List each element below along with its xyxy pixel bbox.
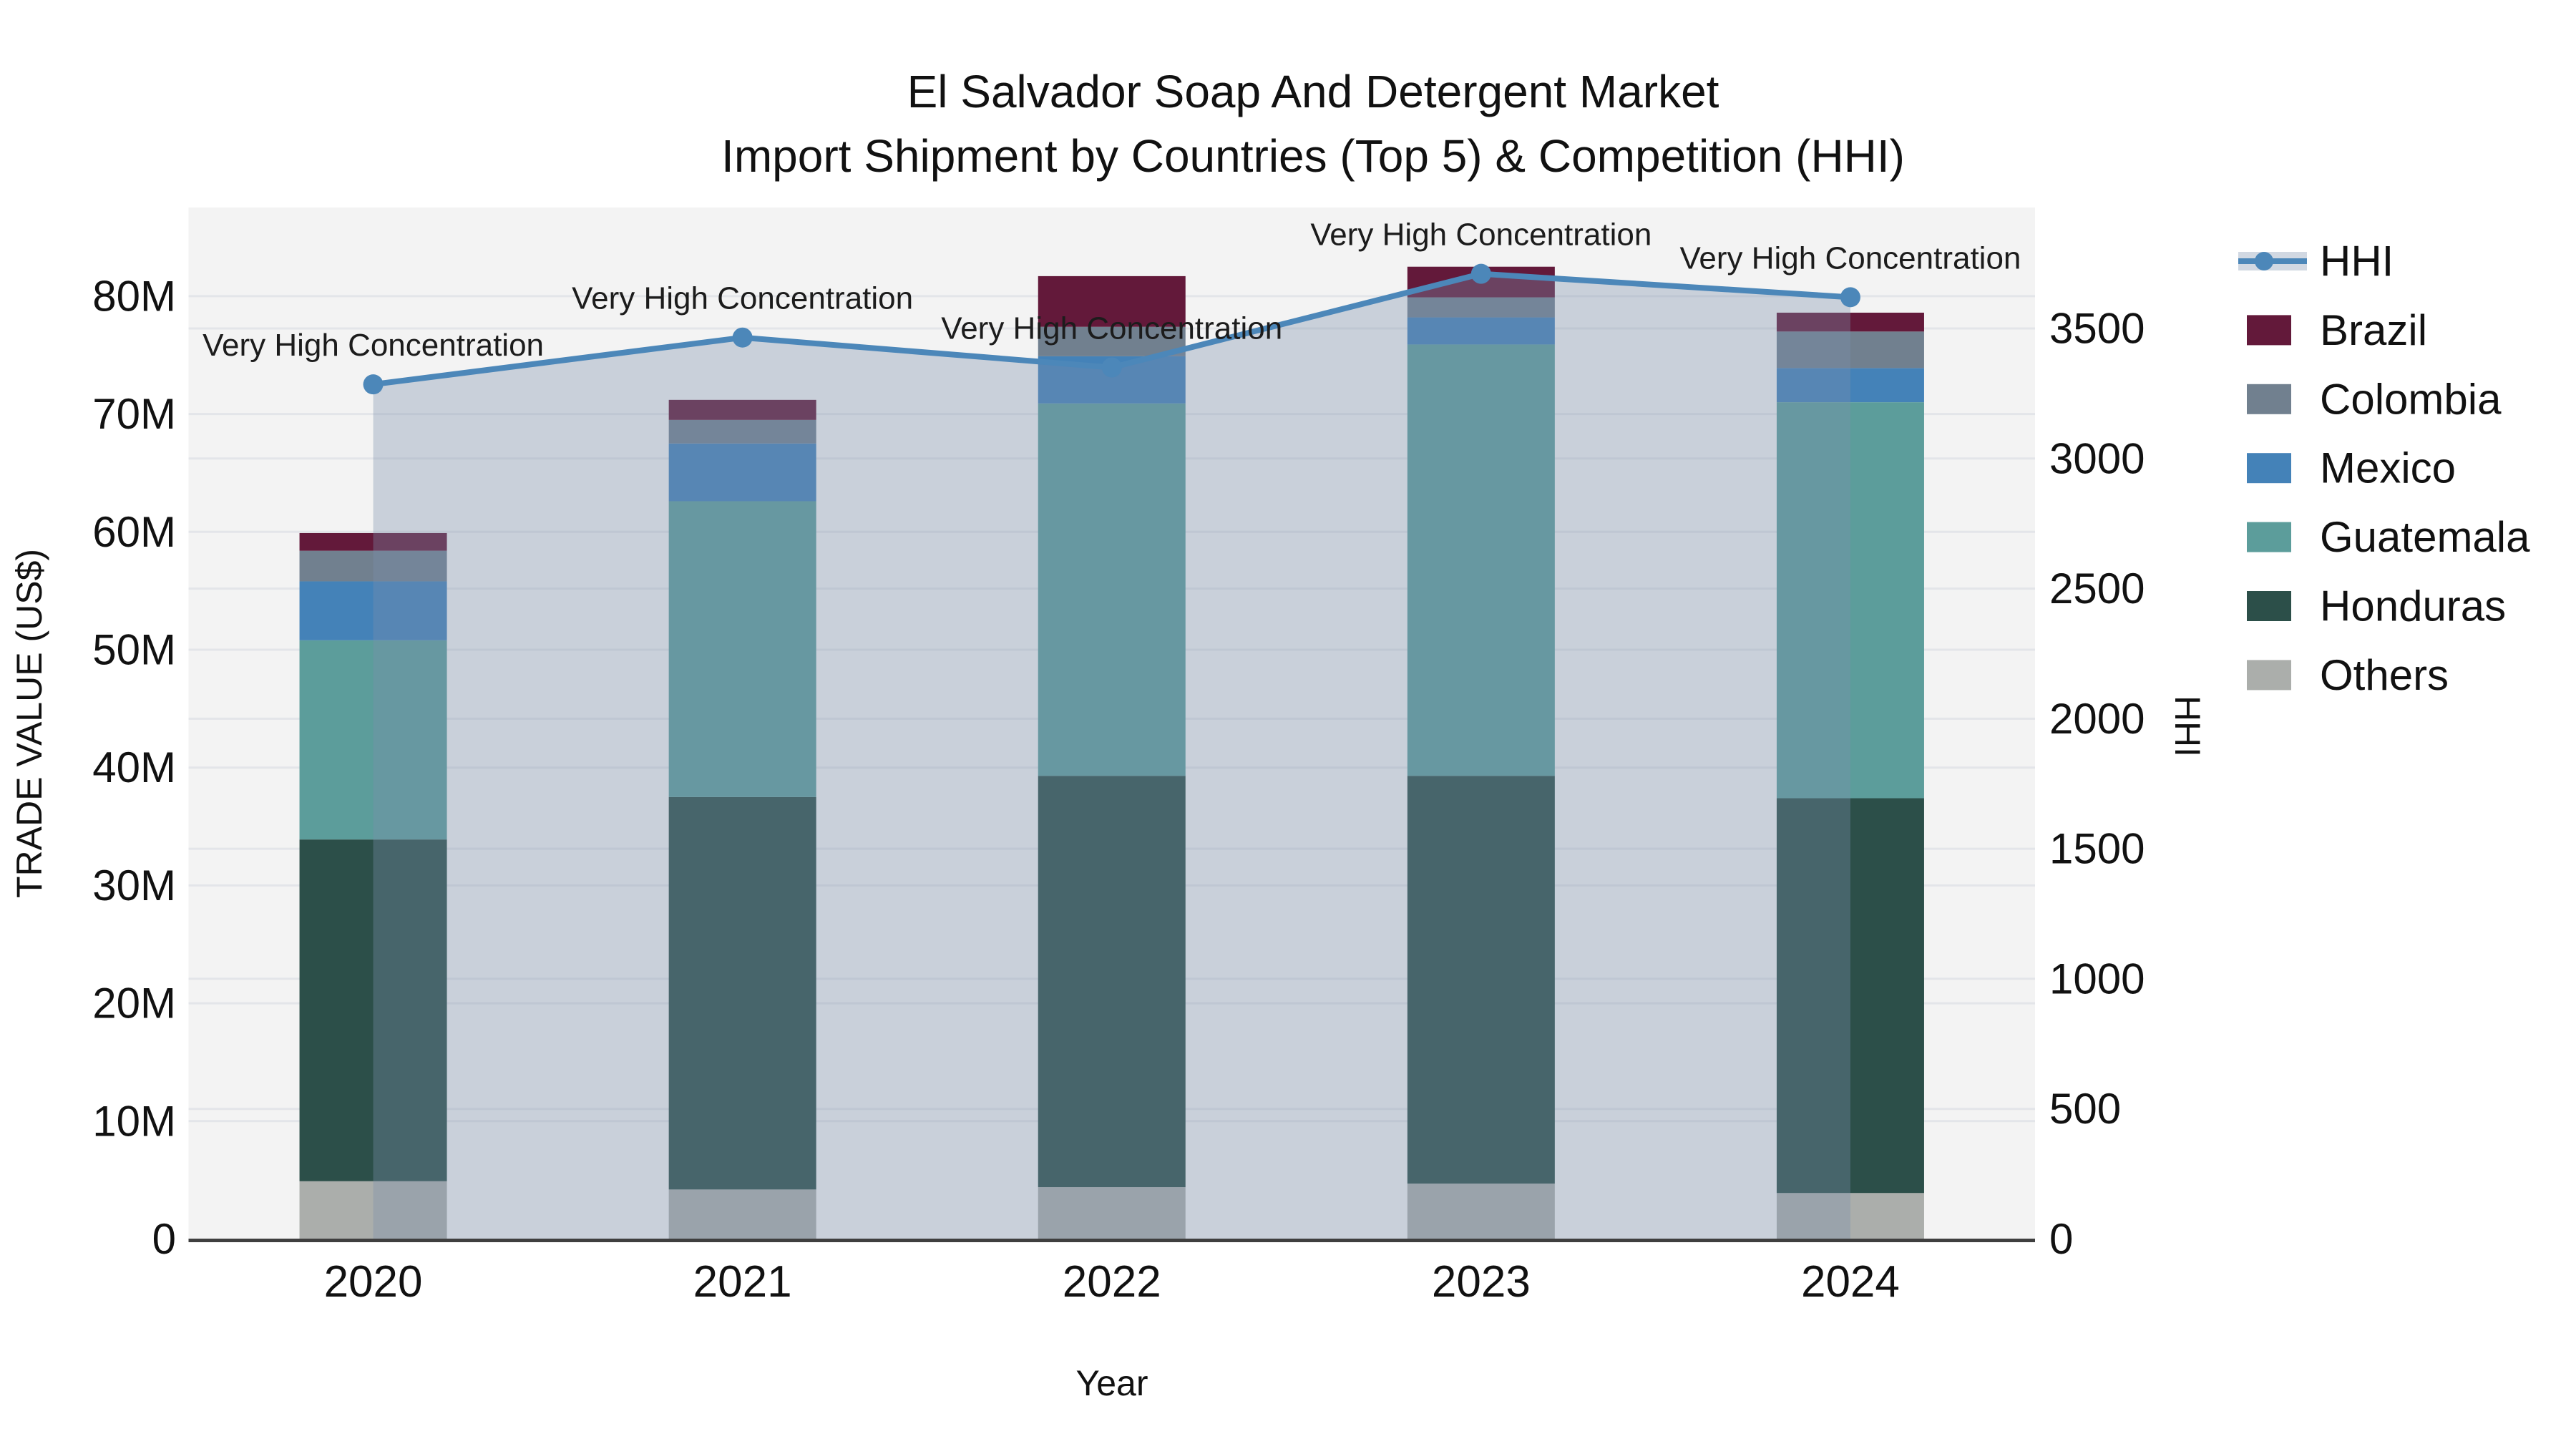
right-axis-tick-labels: 0 500 1000 1500 2000 2500 3000 3500 [2049,305,2145,1263]
legend-item-mexico[interactable]: Mexico [2247,444,2456,492]
bar-segment-honduras-2020[interactable] [299,839,447,1181]
hhi-point-2022[interactable] [1101,357,1122,378]
bar-segment-honduras-2021[interactable] [668,796,816,1190]
legend-label-guatemala: Guatemala [2320,513,2530,561]
bar-segment-brazil-2021[interactable] [668,399,816,420]
hhi-area-fill [373,273,1850,1239]
y-axis-tick-label-40M: 40M [92,743,176,791]
legend-label-others: Others [2320,651,2449,699]
legend-swatch-mexico [2247,453,2291,484]
y2-axis-tick-label-1000: 1000 [2049,955,2145,1002]
bar-segment-colombia-2021[interactable] [668,419,816,444]
y2-axis-tick-label-2000: 2000 [2049,695,2145,743]
x-axis-tick-labels: 2020 2021 2022 2023 2024 [324,1257,1900,1307]
bar-segment-brazil-2024[interactable] [1776,312,1924,332]
bar-segment-colombia-2020[interactable] [299,550,447,582]
bar-segment-others-2024[interactable] [1776,1193,1924,1239]
bar-segment-others-2020[interactable] [299,1181,447,1239]
y2-axis-tick-label-2500: 2500 [2049,565,2145,613]
y-axis-tick-label-70M: 70M [92,390,176,438]
legend-item-others[interactable]: Others [2247,651,2449,699]
legend-label-brazil: Brazil [2320,306,2427,354]
legend-label-mexico: Mexico [2320,444,2456,492]
bar-segment-brazil-2020[interactable] [299,532,447,551]
x-axis-tick-label-2022: 2022 [1063,1257,1161,1307]
x-axis-tick-label-2020: 2020 [324,1257,423,1307]
legend-item-colombia[interactable]: Colombia [2247,375,2502,423]
bar-segment-honduras-2022[interactable] [1038,776,1186,1188]
annotation-2022: Very High Concentration [941,311,1282,346]
chart-title-line2: Import Shipment by Countries (Top 5) & C… [721,130,1905,182]
legend-item-honduras[interactable]: Honduras [2247,582,2506,630]
legend: HHI Brazil Colombia Mexico Guatemala Honduras… [2238,238,2530,699]
bar-segment-guatemala-2024[interactable] [1776,402,1924,799]
legend-swatch-colombia [2247,384,2291,414]
x-axis-title: Year [1075,1363,1148,1403]
bar-segment-mexico-2020[interactable] [299,581,447,640]
legend-item-guatemala[interactable]: Guatemala [2247,513,2530,561]
bar-segment-colombia-2024[interactable] [1776,331,1924,369]
bar-segment-guatemala-2021[interactable] [668,501,816,797]
legend-label-honduras: Honduras [2320,582,2506,630]
y-axis-tick-label-20M: 20M [92,980,176,1028]
bar-segment-guatemala-2023[interactable] [1407,344,1555,776]
y-axis-tick-label-50M: 50M [92,626,176,674]
x-axis-tick-label-2024: 2024 [1801,1257,1900,1307]
y-axis-tick-label-60M: 60M [92,508,176,556]
bar-segment-others-2022[interactable] [1038,1187,1186,1239]
legend-label-hhi: HHI [2320,238,2394,286]
legend-hhi-marker-icon [2255,252,2273,270]
legend-swatch-others [2247,660,2291,691]
hhi-point-2020[interactable] [363,374,384,395]
legend-swatch-brazil [2247,315,2291,346]
hhi-point-2021[interactable] [732,327,753,348]
legend-swatch-honduras [2247,591,2291,621]
annotation-2021: Very High Concentration [572,281,913,316]
stacked-bars [299,266,1924,1239]
legend-swatch-guatemala [2247,522,2291,552]
y2-axis-tick-label-3500: 3500 [2049,305,2145,353]
hhi-point-2024[interactable] [1840,287,1860,308]
bar-segment-colombia-2022[interactable] [1038,326,1186,356]
y2-axis-tick-label-1500: 1500 [2049,825,2145,873]
hhi-point-2023[interactable] [1470,263,1491,284]
bar-segment-others-2023[interactable] [1407,1184,1555,1239]
x-axis-tick-label-2023: 2023 [1432,1257,1531,1307]
bar-segment-mexico-2021[interactable] [668,443,816,502]
bar-segment-others-2021[interactable] [668,1189,816,1239]
x-axis-tick-label-2021: 2021 [693,1257,792,1307]
y-axis-tick-label-80M: 80M [92,272,176,320]
annotation-2020: Very High Concentration [203,328,544,363]
chart-title-line1: El Salvador Soap And Detergent Market [907,66,1719,117]
annotation-2024: Very High Concentration [1679,240,2021,275]
y-axis-tick-label-10M: 10M [92,1097,176,1145]
bar-segment-colombia-2023[interactable] [1407,297,1555,318]
bar-segment-mexico-2024[interactable] [1776,368,1924,403]
y2-axis-title: HHI [2167,696,2207,757]
y2-axis-tick-label-0: 0 [2049,1215,2073,1263]
y2-axis-tick-label-500: 500 [2049,1085,2121,1133]
bar-segment-honduras-2023[interactable] [1407,776,1555,1184]
left-axis-tick-labels: 0 10M 20M 30M 40M 50M 60M 70M 80M [92,272,176,1263]
bar-segment-guatemala-2020[interactable] [299,640,447,840]
legend-item-hhi[interactable]: HHI [2238,238,2394,286]
y-axis-tick-label-0: 0 [152,1215,176,1263]
bar-segment-guatemala-2022[interactable] [1038,403,1186,776]
y-axis-tick-label-30M: 30M [92,862,176,909]
bar-segment-honduras-2024[interactable] [1776,798,1924,1194]
legend-item-brazil[interactable]: Brazil [2247,306,2427,354]
bar-segment-mexico-2023[interactable] [1407,317,1555,345]
bar-segment-brazil-2022[interactable] [1038,275,1186,327]
annotation-2023: Very High Concentration [1310,218,1652,253]
y-axis-title: TRADE VALUE (US$) [9,549,49,898]
y2-axis-tick-label-3000: 3000 [2049,434,2145,482]
legend-label-colombia: Colombia [2320,375,2502,423]
